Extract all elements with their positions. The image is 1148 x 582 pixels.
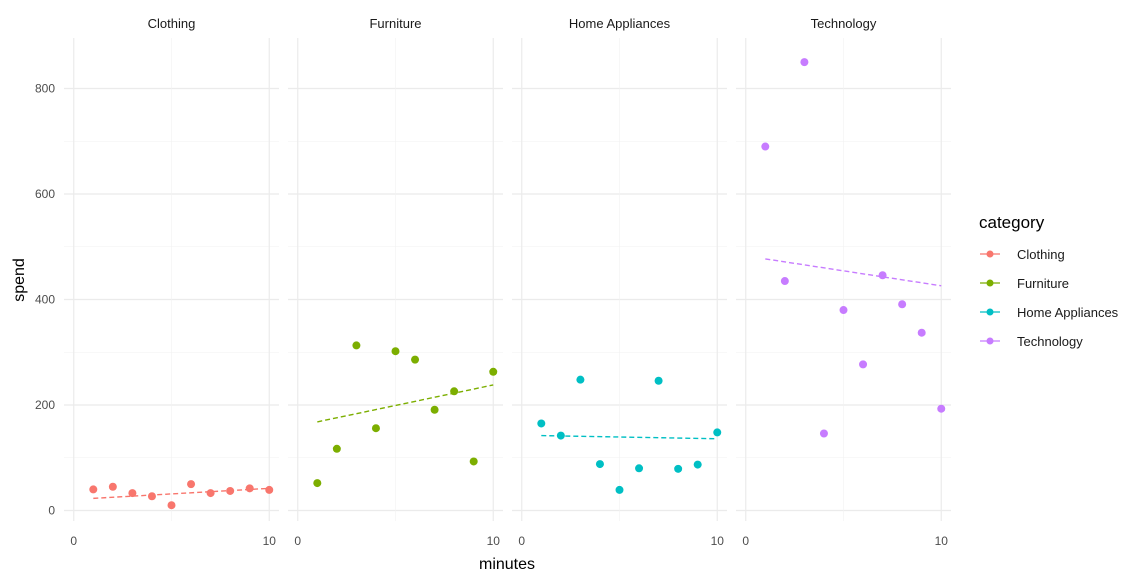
legend-key-point [986, 337, 994, 345]
data-point [556, 431, 565, 440]
trend-line [765, 258, 942, 287]
x-tick-label: 10 [263, 534, 277, 548]
x-tick-label: 10 [487, 534, 501, 548]
x-tick-label: 10 [935, 534, 949, 548]
facet-panel-technology: Technology 0 10 [736, 16, 951, 548]
x-tick-label: 0 [294, 534, 301, 548]
data-point [878, 271, 887, 280]
data-point [859, 360, 868, 369]
facet-panel-furniture: Furniture 0 10 [288, 16, 503, 548]
data-point [128, 489, 137, 498]
data-point [898, 300, 907, 309]
facet-strip-label: Furniture [369, 16, 421, 31]
data-point [332, 444, 341, 453]
legend-key-point [986, 279, 994, 287]
x-axis-title: minutes [479, 556, 535, 573]
data-point [265, 485, 274, 494]
legend-key-point [986, 250, 994, 258]
data-point [839, 306, 848, 315]
legend-entry-label: Technology [1017, 334, 1083, 349]
data-point [595, 460, 604, 469]
data-point [489, 367, 498, 376]
facet-strip-label: Technology [811, 16, 877, 31]
y-tick-label: 600 [35, 187, 55, 201]
data-point [226, 486, 235, 495]
data-point [313, 479, 322, 488]
data-point [576, 375, 585, 384]
data-point [819, 429, 828, 438]
data-point [693, 460, 702, 469]
legend-key-point [986, 308, 994, 316]
legend-entry-label: Home Appliances [1017, 305, 1119, 320]
y-axis-title: spend [11, 258, 28, 302]
data-point [430, 405, 439, 414]
x-tick-label: 10 [711, 534, 725, 548]
data-point [450, 387, 459, 396]
y-tick-label: 800 [35, 82, 55, 96]
x-tick-label: 0 [742, 534, 749, 548]
data-point [89, 485, 98, 494]
data-point [147, 492, 156, 501]
y-tick-label: 0 [48, 504, 55, 518]
data-point [469, 457, 478, 466]
trend-line [93, 487, 270, 500]
data-point [187, 480, 196, 489]
data-point [167, 501, 176, 510]
legend-title: category [979, 213, 1045, 232]
trend-line [541, 434, 718, 440]
data-point [635, 464, 644, 473]
data-point [761, 142, 770, 151]
y-tick-label: 200 [35, 398, 55, 412]
data-point [713, 428, 722, 437]
x-tick-label: 0 [70, 534, 77, 548]
data-point [108, 482, 117, 491]
data-point [537, 419, 546, 428]
facet-panel-home-appliances: Home Appliances 0 10 [512, 16, 727, 548]
facet-panel-clothing: Clothing 0 10 [64, 16, 279, 548]
legend: category Clothing Furniture Home Appliances… [979, 213, 1119, 349]
data-point [245, 484, 254, 493]
data-point [780, 277, 789, 286]
x-tick-label: 0 [518, 534, 525, 548]
legend-entry-label: Clothing [1017, 247, 1065, 262]
data-point [411, 355, 420, 364]
data-point [371, 424, 380, 433]
trend-line [317, 384, 494, 423]
data-point [391, 347, 400, 356]
data-point [352, 341, 361, 350]
y-tick-label: 400 [35, 293, 55, 307]
data-point [800, 58, 809, 67]
data-point [917, 328, 926, 337]
data-point [615, 485, 624, 494]
data-point [206, 489, 215, 498]
data-point [937, 404, 946, 413]
data-point [654, 376, 663, 385]
facet-strip-label: Clothing [148, 16, 196, 31]
facet-strip-label: Home Appliances [569, 16, 671, 31]
data-point [674, 464, 683, 473]
legend-entry-label: Furniture [1017, 276, 1069, 291]
